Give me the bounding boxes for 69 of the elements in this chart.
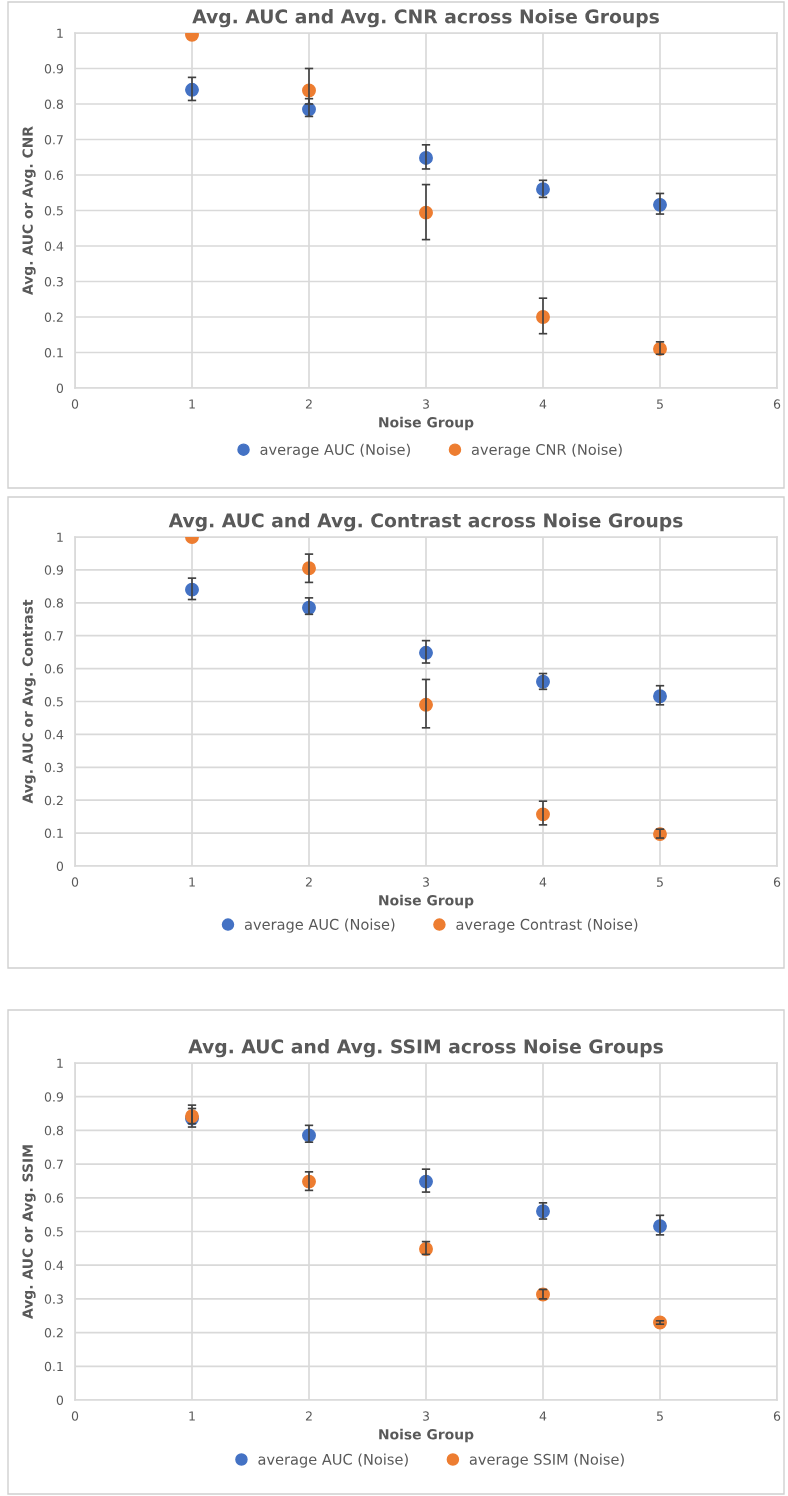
x-tick-label: 3 (422, 877, 429, 887)
legend-label: average Contrast (Noise) (456, 918, 638, 933)
y-tick-label: 1 (57, 28, 63, 38)
x-tick-label: 4 (539, 399, 547, 409)
y-tick-label: 0.9 (44, 565, 64, 575)
y-tick-label: 0.8 (44, 1125, 64, 1136)
y-axis-title: Avg. AUC or Avg. Contrast (22, 599, 36, 804)
y-tick-label: 0 (56, 861, 64, 871)
legend-label: average SSIM (Noise) (469, 1453, 624, 1468)
y-tick-label: 0.7 (44, 631, 63, 641)
legend-label: average AUC (Noise) (244, 918, 395, 933)
y-tick-label: 0.1 (44, 828, 63, 839)
x-tick-label: 5 (656, 399, 663, 409)
x-tick-label: 2 (305, 1411, 312, 1421)
y-tick-label: 0.4 (44, 241, 64, 251)
y-tick-label: 0.6 (44, 170, 64, 180)
x-tick-label: 5 (656, 877, 663, 887)
x-tick-label: 2 (305, 399, 312, 409)
x-tick-label: 1 (189, 399, 195, 409)
y-tick-label: 0 (56, 383, 64, 393)
y-tick-label: 0.6 (44, 1193, 64, 1203)
y-tick-label: 0 (56, 1395, 64, 1405)
y-axis-title: Avg. AUC or Avg. SSIM (22, 1145, 36, 1319)
x-axis-title: Noise Group (379, 1428, 474, 1443)
x-tick-label: 4 (539, 877, 547, 887)
y-tick-label: 0.5 (44, 696, 63, 707)
y-tick-label: 0.7 (44, 1159, 63, 1170)
y-tick-label: 0.3 (44, 762, 63, 773)
y-tick-label: 0.5 (44, 205, 63, 216)
y-tick-label: 0.3 (44, 1294, 63, 1304)
x-tick-label: 6 (773, 877, 781, 887)
y-tick-label: 0.7 (44, 134, 63, 145)
y-tick-label: 0.4 (44, 729, 64, 740)
x-tick-label: 3 (422, 1411, 429, 1421)
y-tick-label: 0.6 (44, 664, 64, 674)
x-tick-label: 5 (656, 1411, 663, 1421)
x-tick-label: 1 (189, 1411, 195, 1421)
x-tick-label: 0 (71, 877, 79, 887)
legend-label: average AUC (Noise) (258, 1453, 408, 1468)
y-tick-label: 0.9 (44, 63, 64, 74)
y-tick-label: 0.1 (44, 1361, 63, 1372)
y-tick-label: 0.5 (44, 1226, 63, 1237)
y-tick-label: 1 (57, 1058, 63, 1068)
y-tick-label: 0.8 (44, 99, 64, 109)
x-tick-label: 0 (71, 1411, 79, 1421)
x-tick-label: 2 (305, 877, 312, 887)
y-tick-label: 0.2 (44, 795, 63, 806)
y-tick-label: 0.2 (44, 1328, 63, 1338)
legend-label: average CNR (Noise) (471, 443, 622, 458)
x-tick-label: 0 (71, 399, 79, 409)
y-tick-label: 0.3 (44, 276, 63, 287)
y-tick-label: 0.9 (44, 1092, 64, 1102)
y-tick-label: 0.2 (44, 312, 63, 322)
y-tick-label: 0.1 (44, 347, 63, 358)
chart-title: Avg. AUC and Avg. CNR across Noise Groups (192, 9, 659, 28)
y-axis-title: Avg. AUC or Avg. CNR (22, 126, 36, 295)
x-axis-title: Noise Group (379, 894, 474, 909)
legend-label: average AUC (Noise) (260, 443, 410, 458)
x-tick-label: 6 (773, 399, 781, 409)
chart-title: Avg. AUC and Avg. Contrast across Noise Groups (168, 513, 683, 532)
y-tick-label: 1 (57, 532, 63, 542)
x-axis-title: Noise Group (379, 416, 474, 431)
chart-title: Avg. AUC and Avg. SSIM across Noise Groups (188, 1039, 663, 1058)
y-tick-label: 0.4 (44, 1260, 64, 1271)
x-tick-label: 1 (189, 877, 195, 887)
x-tick-label: 6 (773, 1411, 781, 1421)
x-tick-label: 4 (539, 1411, 547, 1421)
x-tick-label: 3 (422, 399, 429, 409)
y-tick-label: 0.8 (44, 598, 64, 608)
